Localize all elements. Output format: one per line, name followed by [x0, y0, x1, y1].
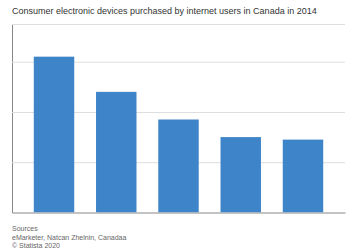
grid-line	[12, 24, 345, 25]
title: Consumer electronic devices purchased by…	[12, 6, 317, 16]
bar	[221, 137, 261, 212]
chart: Consumer electronic devices purchased by…	[0, 0, 355, 252]
bar	[96, 92, 136, 213]
plot	[12, 25, 346, 214]
y-axis-line	[12, 25, 13, 214]
bars	[34, 57, 323, 213]
annotations: Sources eMarketer, Natcan Zhelnin, Canada…	[12, 225, 127, 249]
x-axis-line	[13, 213, 346, 214]
y-axis	[12, 25, 345, 214]
annotation: eMarketer, Natcan Zhelnin, Canadaa	[12, 234, 127, 241]
annotation: Sources	[12, 225, 38, 232]
bar	[34, 57, 74, 213]
bar	[283, 140, 323, 213]
annotation: © Statista 2020	[12, 242, 60, 249]
bar	[158, 120, 198, 213]
y-tick	[12, 24, 345, 25]
